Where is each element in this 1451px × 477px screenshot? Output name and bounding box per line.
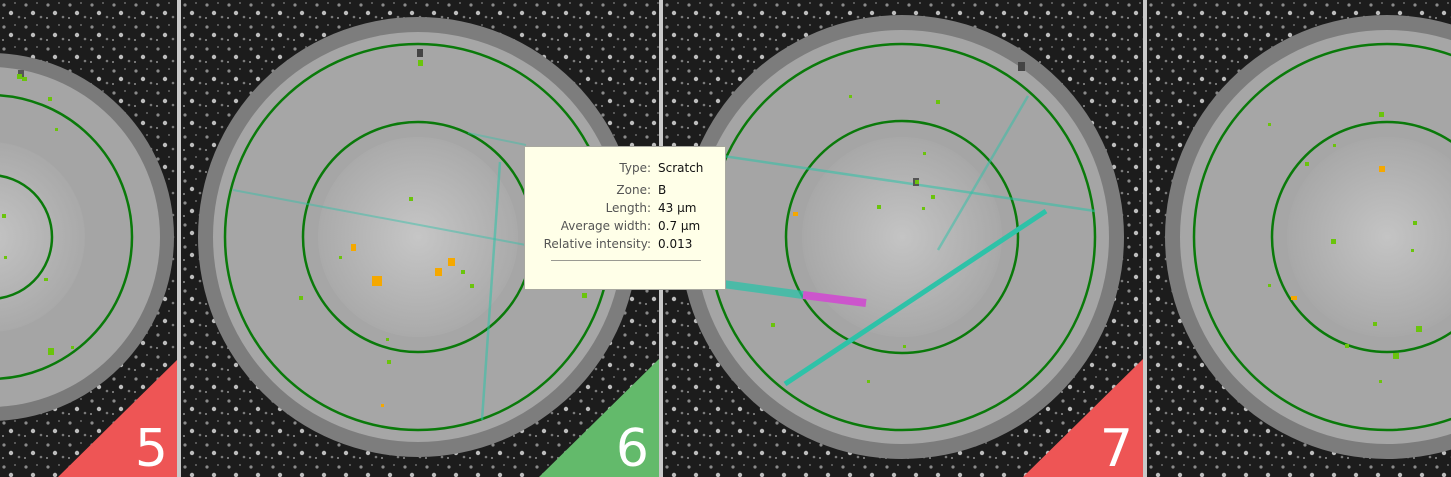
tooltip-row-average-width: Average width: 0.7 µm	[525, 219, 725, 237]
tooltip-value: Scratch	[658, 161, 704, 175]
tooltip-row-relative-intensity: Relative intensity: 0.013	[525, 237, 725, 255]
tooltip-label: Relative intensity:	[543, 237, 651, 251]
tooltip-row-zone: Zone: B	[525, 183, 725, 201]
fiber-image-5	[0, 0, 178, 477]
tooltip-label: Average width:	[560, 219, 651, 233]
status-triangle	[539, 359, 659, 477]
status-badge-fail: 7	[1023, 359, 1143, 477]
panel-separator	[1143, 0, 1147, 477]
fiber-panel-8[interactable]	[1147, 0, 1451, 477]
status-badge-pass: 6	[539, 359, 659, 477]
fiber-panel-5[interactable]: 5	[0, 0, 178, 477]
tooltip-label: Zone:	[616, 183, 651, 197]
fiber-panel-7[interactable]: 7	[663, 0, 1143, 477]
tooltip-divider	[551, 260, 701, 261]
tooltip-value: B	[658, 183, 667, 197]
status-badge-fail: 5	[58, 359, 178, 477]
fiber-panel-6[interactable]: 6	[181, 0, 659, 477]
tooltip-row-length: Length: 43 µm	[525, 201, 725, 219]
tooltip-row-type: Type: Scratch	[525, 161, 725, 179]
tooltip-label: Type:	[619, 161, 651, 175]
panel-number: 5	[134, 419, 168, 477]
fiber-image-8	[1147, 0, 1451, 477]
tooltip-value: 43 µm	[658, 201, 697, 215]
status-triangle	[1023, 359, 1143, 477]
defect-tooltip: Type: Scratch Zone: B Length: 43 µm Aver…	[524, 146, 726, 290]
status-triangle	[58, 359, 178, 477]
tooltip-label: Length:	[605, 201, 651, 215]
panel-number: 7	[1099, 419, 1133, 477]
panel-separator	[177, 0, 181, 477]
tooltip-value: 0.7 µm	[658, 219, 701, 233]
tooltip-value: 0.013	[658, 237, 693, 251]
fiber-image-7	[663, 0, 1143, 477]
panel-number: 6	[615, 419, 649, 477]
